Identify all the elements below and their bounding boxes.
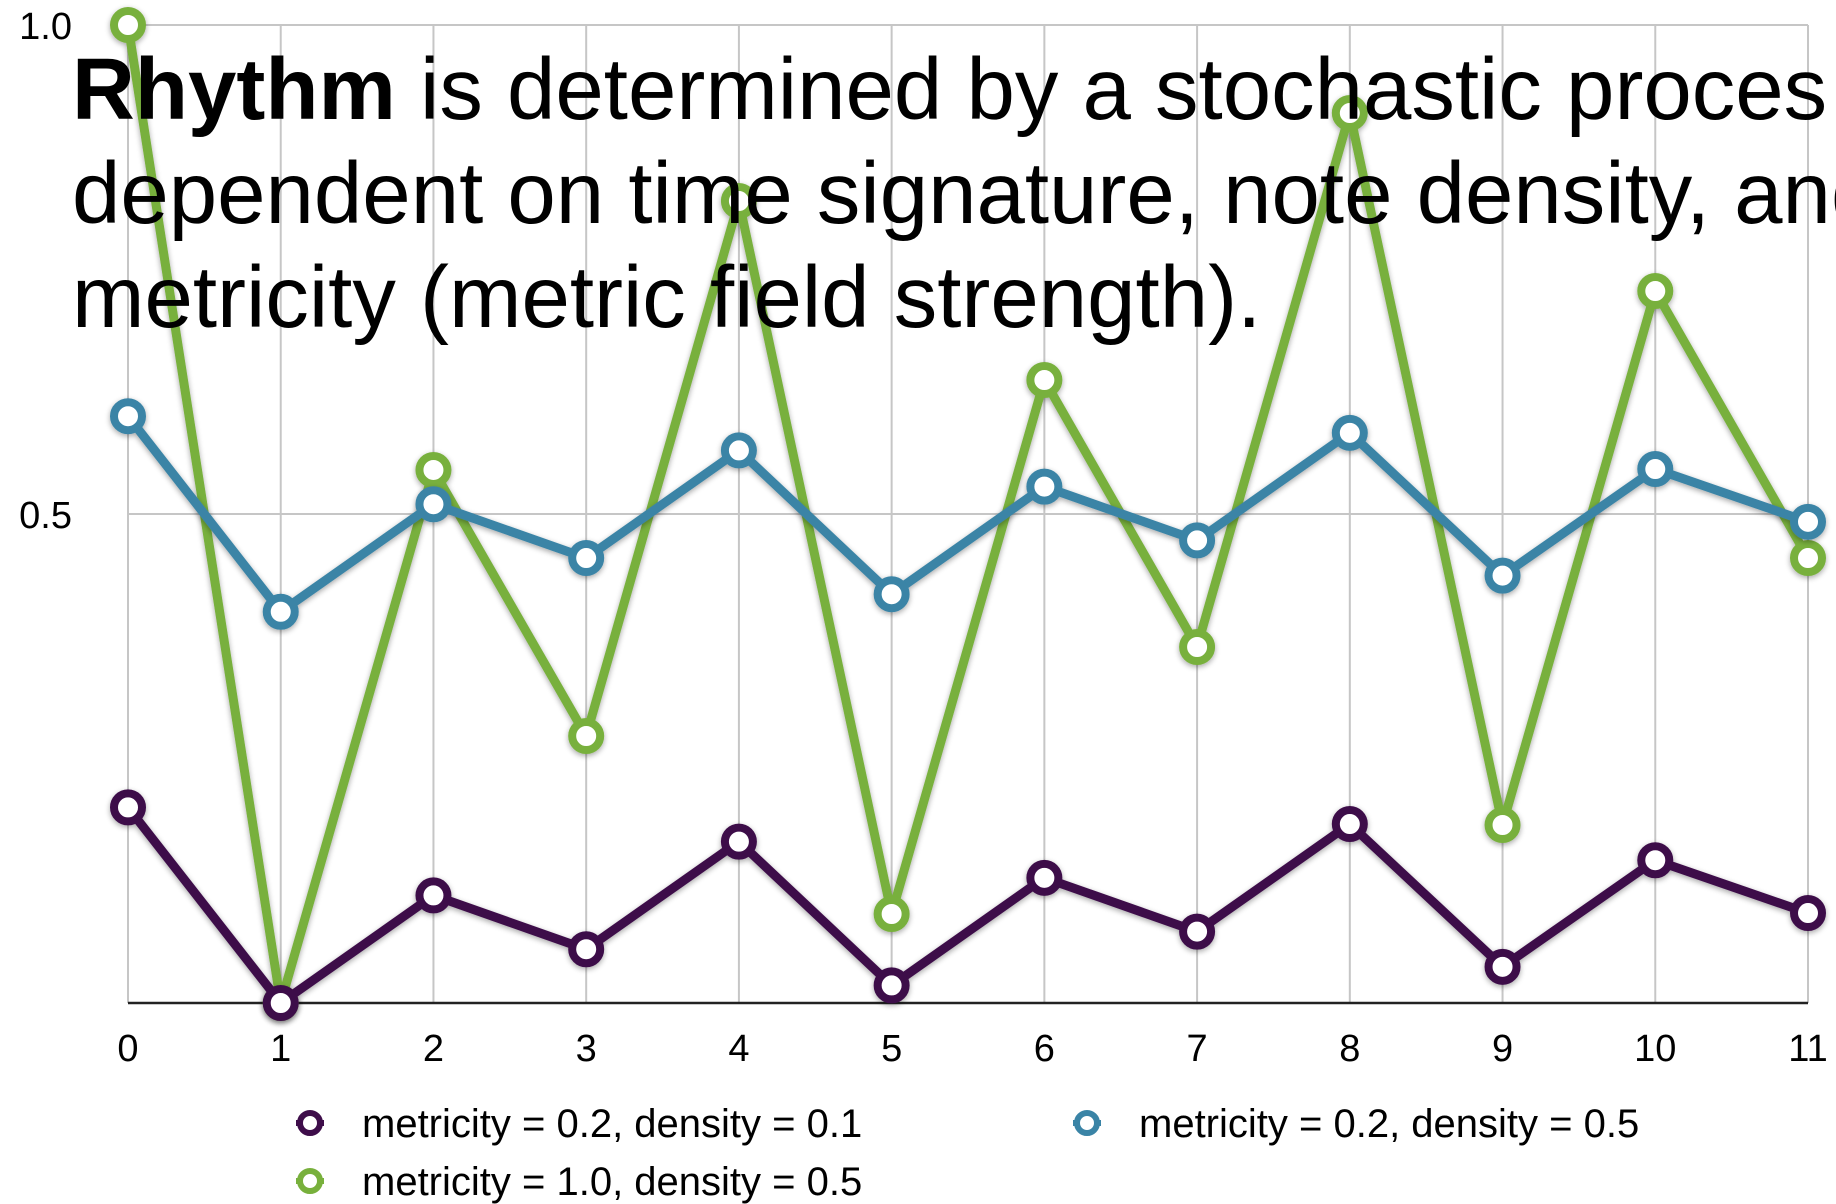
series-line [123, 20, 1813, 1008]
data-point [568, 540, 605, 577]
legend-label: metricity = 1.0, density = 0.5 [362, 1160, 862, 1204]
x-tick-label: 11 [1788, 1028, 1827, 1070]
data-point [415, 451, 452, 488]
legend-swatch-marker [1074, 1110, 1100, 1136]
x-tick-label: 4 [728, 1028, 749, 1070]
headline-line-3: metricity (metric field strength). [72, 249, 1262, 346]
series-0 [110, 789, 1826, 1021]
legend-label: metricity = 0.2, density = 0.1 [362, 1102, 862, 1146]
y-tick-label: 0.5 [19, 495, 72, 537]
headline-bold: Rhythm [72, 41, 396, 138]
data-point [1637, 451, 1674, 488]
series-line [123, 802, 1813, 1008]
x-tick-label: 9 [1492, 1028, 1513, 1070]
legend-swatch-marker [297, 1168, 323, 1194]
headline-line-2: dependent on time signature, note densit… [72, 145, 1836, 242]
data-point [1331, 806, 1368, 843]
series-2 [110, 398, 1826, 630]
x-tick-label: 10 [1634, 1028, 1676, 1070]
data-point [568, 931, 605, 968]
legend-item-2: metricity = 0.2, density = 0.5 [1073, 1102, 1639, 1146]
data-point [1637, 842, 1674, 879]
data-point [1179, 629, 1216, 666]
x-tick-label: 5 [881, 1028, 902, 1070]
data-point [873, 896, 910, 933]
data-point [1179, 522, 1216, 559]
headline-line-1-rest: is determined by a stochastic proces [395, 41, 1828, 138]
x-tick-label: 7 [1187, 1028, 1208, 1070]
legend-item-1: metricity = 1.0, density = 0.5 [296, 1160, 862, 1204]
series-line [123, 411, 1813, 617]
headline: Rhythm is determined by a stochastic pro… [72, 38, 1836, 350]
data-point [1790, 895, 1826, 932]
data-point [262, 593, 299, 630]
data-point [720, 183, 757, 220]
data-point [873, 967, 910, 1004]
data-point [1026, 859, 1063, 896]
data-point [1026, 362, 1063, 399]
data-point [1484, 807, 1521, 844]
x-tick-label: 8 [1339, 1028, 1360, 1070]
data-point [110, 789, 146, 826]
headline-line-1: Rhythm is determined by a stochastic pro… [72, 38, 1832, 142]
x-tick-label: 1 [270, 1028, 291, 1070]
legend-label: metricity = 0.2, density = 0.5 [1139, 1102, 1639, 1146]
x-tick-label: 0 [117, 1028, 138, 1070]
data-point [415, 486, 452, 523]
x-tick-label: 2 [423, 1028, 444, 1070]
data-point [720, 432, 757, 469]
x-tick-label: 6 [1034, 1028, 1055, 1070]
data-point [110, 7, 146, 43]
grid [127, 24, 1809, 1003]
data-point [1179, 913, 1216, 950]
legend: metricity = 0.2, density = 0.1 metricity … [296, 1102, 1639, 1204]
data-point [1484, 948, 1521, 985]
data-point [1484, 557, 1521, 594]
series-group [110, 7, 1826, 1021]
series-1 [110, 7, 1826, 1021]
data-point [720, 823, 757, 860]
data-point [1790, 503, 1826, 540]
y-tick-label: 1.0 [19, 6, 72, 48]
data-point [262, 985, 299, 1021]
data-point [1331, 414, 1368, 451]
data-point [1331, 95, 1368, 132]
legend-item-0: metricity = 0.2, density = 0.1 [296, 1102, 862, 1146]
data-point [1026, 468, 1063, 505]
data-point [568, 718, 605, 755]
data-point [873, 576, 910, 613]
tick-labels: 0 1 2 3 4 5 6 7 8 9 10 11 1.0 0.5 [19, 6, 1828, 1070]
data-point [415, 877, 452, 914]
data-point [1637, 273, 1674, 310]
data-point [1790, 540, 1826, 577]
data-point [110, 398, 146, 435]
legend-swatch-marker [297, 1110, 323, 1136]
x-tick-label: 3 [576, 1028, 597, 1070]
